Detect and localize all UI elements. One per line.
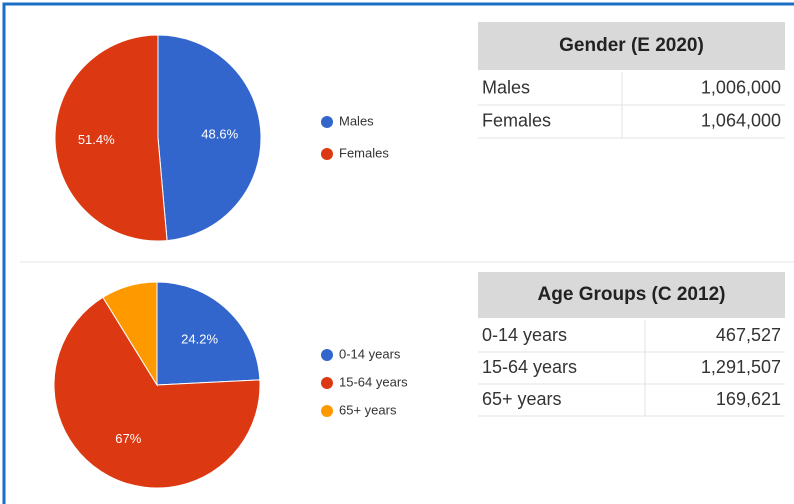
- table-title: Gender (E 2020): [559, 35, 704, 56]
- legend-label: 15-64 years: [339, 374, 408, 389]
- slice-label: 48.6%: [201, 127, 238, 142]
- pie-slice: [53, 296, 261, 489]
- pie-slice: [156, 281, 261, 386]
- table-cell: 1,064,000: [701, 110, 781, 130]
- table-cell: 1,291,507: [701, 357, 781, 377]
- table-cell: 1,006,000: [701, 77, 781, 97]
- legend-label: Females: [339, 145, 389, 160]
- legend-swatch: [321, 405, 333, 417]
- table-cell: 65+ years: [482, 389, 562, 409]
- legend-label: Males: [339, 113, 374, 128]
- table-cell: 15-64 years: [482, 357, 577, 377]
- legend-label: 65+ years: [339, 402, 397, 417]
- legend-swatch: [321, 377, 333, 389]
- table-header: [478, 272, 785, 318]
- slice-label: 51.4%: [78, 132, 115, 147]
- table-cell: Males: [482, 77, 530, 97]
- table-cell: 0-14 years: [482, 325, 567, 345]
- slice-label: 24.2%: [181, 332, 218, 347]
- pie-slice: [157, 34, 262, 242]
- table-header: [478, 22, 785, 70]
- slice-label: 67%: [115, 431, 141, 446]
- table-cell: 169,621: [716, 389, 781, 409]
- legend-swatch: [321, 148, 333, 160]
- pie-slice: [54, 34, 168, 242]
- pie-slice: [102, 281, 158, 387]
- legend-swatch: [321, 116, 333, 128]
- legend-label: 0-14 years: [339, 346, 401, 361]
- table-cell: 467,527: [716, 325, 781, 345]
- legend-swatch: [321, 349, 333, 361]
- table-title: Age Groups (C 2012): [538, 284, 726, 305]
- table-cell: Females: [482, 110, 551, 130]
